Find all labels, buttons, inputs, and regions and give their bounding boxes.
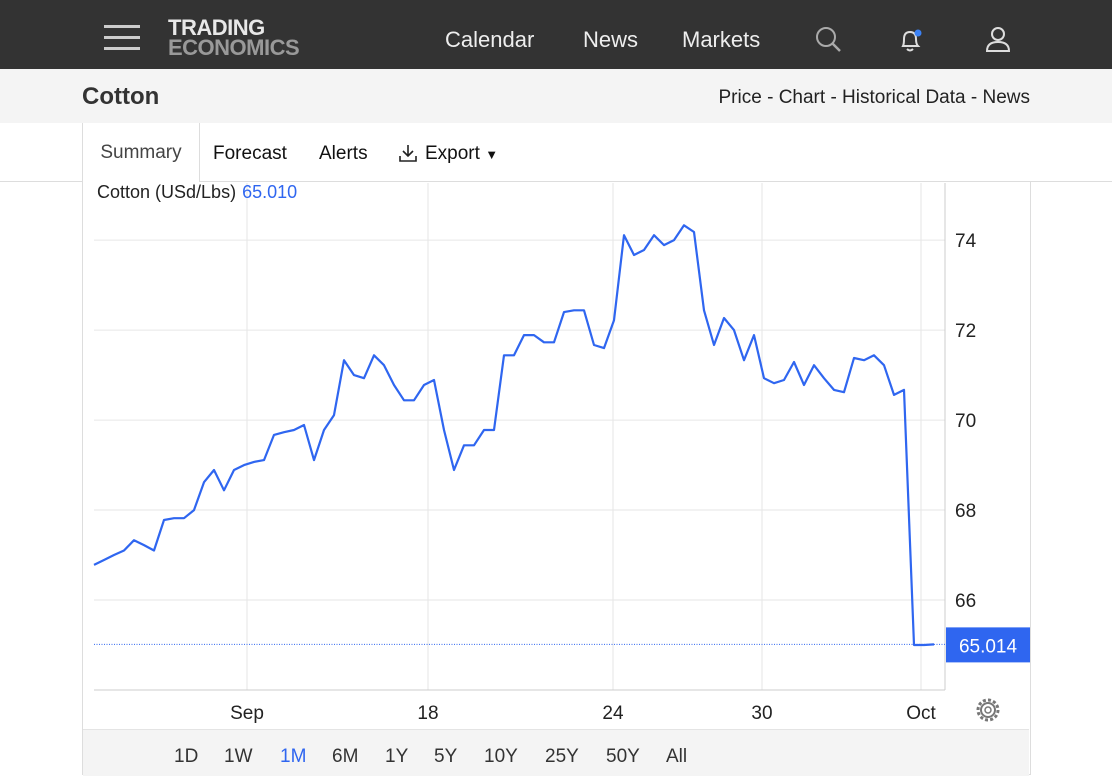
x-tick-label: Sep: [230, 703, 264, 724]
header-link[interactable]: Price: [718, 87, 762, 108]
top-bar: TRADING ECONOMICS Calendar News Markets: [0, 0, 1112, 69]
separator: -: [767, 87, 774, 108]
nav-link[interactable]: News: [583, 27, 639, 52]
last-value-label: 65.014: [959, 636, 1018, 657]
range-button[interactable]: 6M: [332, 746, 359, 767]
range-button[interactable]: 1M: [280, 746, 307, 767]
header-link[interactable]: Historical Data: [842, 87, 966, 108]
settings-icon[interactable]: [976, 698, 1000, 722]
y-tick-label: 72: [955, 321, 976, 342]
header-link[interactable]: Chart: [778, 87, 826, 108]
menu-icon[interactable]: [104, 24, 140, 52]
series-label: Cotton (USd/Lbs): [97, 182, 236, 202]
range-button[interactable]: 1D: [174, 746, 199, 767]
tab-label: Export: [425, 143, 480, 164]
x-tick-label: 24: [602, 703, 624, 724]
page-title: Cotton: [82, 83, 160, 110]
dropdown-caret: ▼: [485, 147, 499, 162]
tab[interactable]: Forecast: [213, 143, 287, 164]
tab-bar: [0, 123, 1112, 182]
range-button[interactable]: All: [666, 746, 688, 767]
logo-line: TRADING: [168, 15, 265, 40]
range-button[interactable]: 1W: [224, 746, 253, 767]
range-button[interactable]: 10Y: [484, 746, 518, 767]
logo-line: ECONOMICS: [168, 35, 300, 60]
download-icon: [399, 145, 417, 162]
header: [0, 69, 1112, 123]
range-button[interactable]: 25Y: [545, 746, 579, 767]
nav-link[interactable]: Markets: [682, 27, 761, 52]
x-tick-label: 18: [417, 703, 438, 724]
x-tick-label: 30: [751, 703, 772, 724]
range-button[interactable]: 5Y: [434, 746, 458, 767]
y-tick-label: 70: [955, 411, 976, 432]
notification-icon[interactable]: [896, 26, 926, 56]
header-links: Price - Chart - Historical Data - News: [719, 87, 1031, 109]
header-link[interactable]: News: [982, 87, 1030, 108]
y-tick-label: 68: [955, 501, 976, 522]
y-tick-label: 66: [955, 591, 976, 612]
y-tick-label: 74: [955, 231, 977, 252]
user-icon[interactable]: [984, 25, 1014, 55]
search-icon[interactable]: [814, 26, 844, 56]
chart: 66 68 70 72 74 Sep 18 24 30 Oct 65.014 Cotton (USd/…: [93, 182, 1030, 724]
range-button[interactable]: 1Y: [385, 746, 409, 767]
price-line: [93, 224, 935, 647]
logo[interactable]: TRADING ECONOMICS: [168, 15, 300, 60]
tab[interactable]: Summary: [82, 123, 200, 182]
range-bar: [83, 729, 1029, 776]
tab[interactable]: Alerts: [319, 143, 368, 164]
current-value: 65.010: [242, 182, 297, 202]
separator: -: [970, 87, 978, 108]
x-tick-label: Oct: [906, 703, 936, 724]
separator: -: [830, 87, 837, 108]
range-button[interactable]: 50Y: [606, 746, 640, 767]
nav-link[interactable]: Calendar: [445, 27, 535, 52]
last-value-box: [946, 627, 1030, 663]
tab[interactable]: Export ▼: [425, 143, 498, 165]
